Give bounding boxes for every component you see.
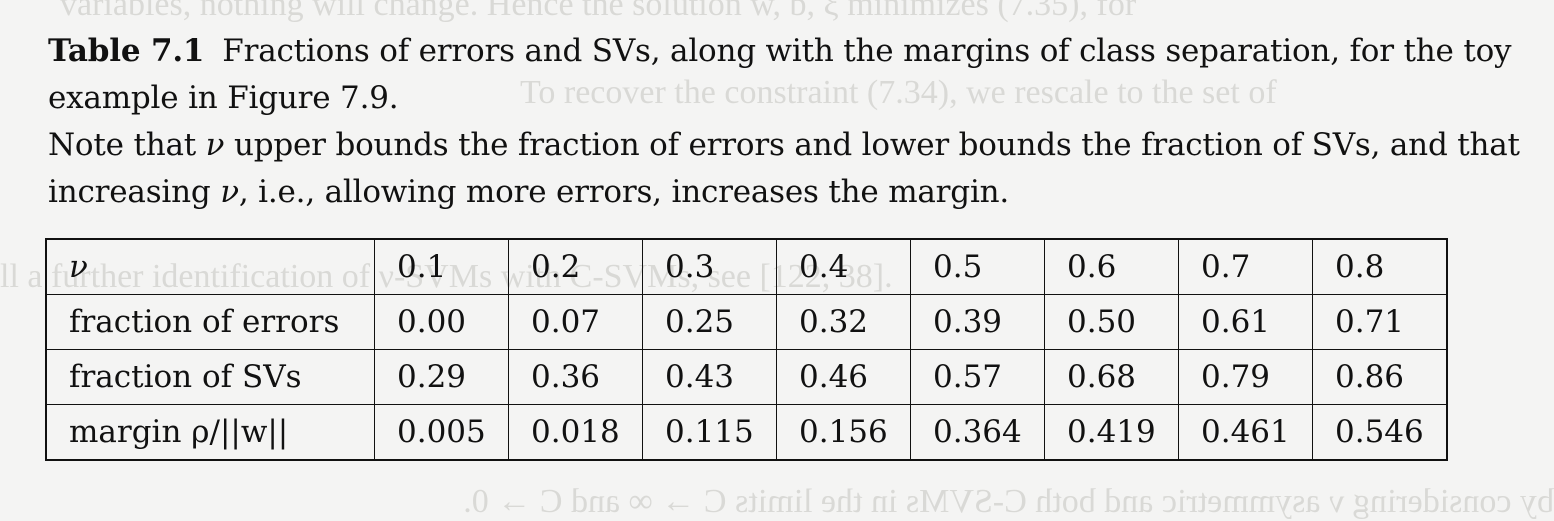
table-cell: 0.8 [1312, 238, 1448, 295]
caption-note-mid: upper bounds the fraction of errors and … [48, 127, 1520, 210]
row-label: margin ρ/||w|| [45, 404, 375, 461]
nu-symbol: ν [205, 127, 225, 163]
table-cell: 0.57 [910, 349, 1045, 405]
table-cell: 0.1 [374, 238, 509, 295]
table-cell: 0.419 [1044, 404, 1179, 461]
table-cell: 0.3 [642, 238, 777, 295]
margin-row: margin ρ/||w|| 0.005 0.018 0.115 0.156 0.364 0… [45, 404, 1448, 461]
nu-row: ν 0.1 0.2 0.3 0.4 0.5 0.6 0.7 0.8 [45, 238, 1448, 295]
bleed-through-text: variables, nothing will change. Hence th… [60, 0, 1137, 23]
table-cell: 0.115 [642, 404, 777, 461]
results-table: ν 0.1 0.2 0.3 0.4 0.5 0.6 0.7 0.8 fraction of err… [45, 238, 1448, 461]
row-label: fraction of SVs [45, 349, 375, 405]
table-cell: 0.7 [1178, 238, 1313, 295]
table-cell: 0.25 [642, 294, 777, 350]
table-cell: 0.79 [1178, 349, 1313, 405]
table-cell: 0.018 [508, 404, 643, 461]
caption-label: Table 7.1 [48, 33, 205, 69]
table-caption: Table 7.1 Fractions of errors and SVs, al… [48, 28, 1548, 216]
table-cell: 0.43 [642, 349, 777, 405]
table-cell: 0.68 [1044, 349, 1179, 405]
table-cell: 0.61 [1178, 294, 1313, 350]
table-cell: 0.46 [776, 349, 911, 405]
row-label: ν [45, 238, 375, 295]
table-cell: 0.156 [776, 404, 911, 461]
fraction-errors-row: fraction of errors 0.00 0.07 0.25 0.32 0.39 0.… [45, 294, 1448, 350]
bleed-through-text: To recover the constraint (7.34), we res… [520, 74, 1277, 111]
caption-note-suffix: , i.e., allowing more errors, increases … [238, 174, 1010, 210]
table-cell: 0.00 [374, 294, 509, 350]
table-cell: 0.5 [910, 238, 1045, 295]
table-cell: 0.2 [508, 238, 643, 295]
table-cell: 0.4 [776, 238, 911, 295]
table-cell: 0.364 [910, 404, 1045, 461]
caption-text: Fractions of errors and SVs, along with … [48, 33, 1512, 116]
table-cell: 0.29 [374, 349, 509, 405]
table-cell: 0.71 [1312, 294, 1448, 350]
table-cell: 0.07 [508, 294, 643, 350]
caption-line-1: Table 7.1 Fractions of errors and SVs, al… [48, 28, 1548, 122]
caption-note-prefix: Note that [48, 127, 206, 163]
row-label: fraction of errors [45, 294, 375, 350]
table-cell: 0.86 [1312, 349, 1448, 405]
table-cell: 0.50 [1044, 294, 1179, 350]
table-cell: 0.005 [374, 404, 509, 461]
fraction-svs-row: fraction of SVs 0.29 0.36 0.43 0.46 0.57 0.68 0… [45, 349, 1448, 405]
table-cell: 0.39 [910, 294, 1045, 350]
caption-line-2: Note that ν upper bounds the fraction of… [48, 122, 1548, 216]
table-cell: 0.461 [1178, 404, 1313, 461]
bleed-through-text: by considering ν asymmetric and both C-S… [463, 483, 1554, 520]
nu-symbol: ν [220, 174, 239, 210]
table-cell: 0.546 [1312, 404, 1448, 461]
table-cell: 0.36 [508, 349, 643, 405]
table-cell: 0.6 [1044, 238, 1179, 295]
table-cell: 0.32 [776, 294, 911, 350]
